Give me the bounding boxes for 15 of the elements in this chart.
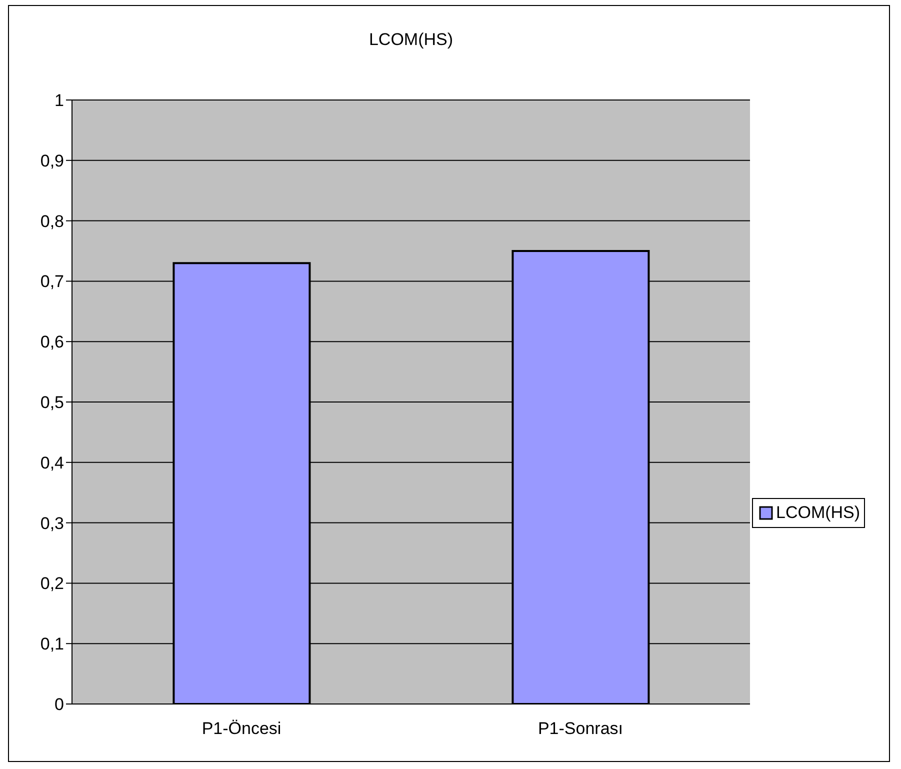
y-tick-label: 0,7 <box>40 272 64 292</box>
x-tick-label: P1-Öncesi <box>202 719 282 738</box>
chart-title: LCOM(HS) <box>368 30 454 50</box>
y-tick-label: 0,3 <box>40 514 64 533</box>
y-tick-label: 0 <box>54 695 64 714</box>
y-tick-label: 1 <box>54 91 64 110</box>
y-tick-label: 0,8 <box>40 212 64 231</box>
y-tick-label: 0,4 <box>40 453 64 472</box>
y-tick-label: 0,2 <box>40 574 64 594</box>
legend-label: LCOM(HS) <box>776 503 860 523</box>
y-tick-label: 0,1 <box>40 634 64 654</box>
x-tick-label: P1-Sonrası <box>538 719 624 738</box>
y-tick-label: 0,9 <box>40 151 64 170</box>
y-tick-label: 0,5 <box>40 393 64 412</box>
y-tick-label: 0,6 <box>40 332 64 352</box>
